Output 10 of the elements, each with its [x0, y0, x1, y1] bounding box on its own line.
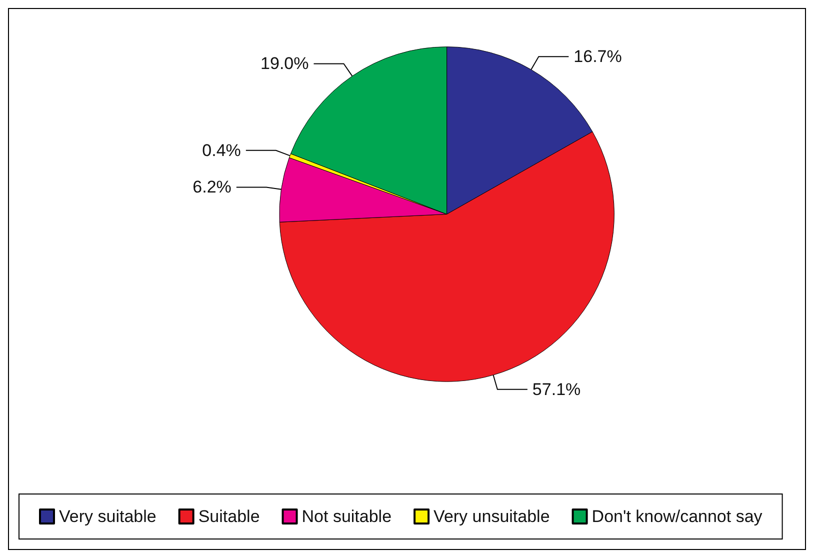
data-label: 19.0% [260, 54, 309, 74]
data-label: 57.1% [532, 380, 581, 399]
legend-label: Not suitable [302, 507, 392, 526]
data-label: 0.4% [202, 140, 241, 160]
legend-label: Don't know/cannot say [592, 507, 763, 526]
data-label: 16.7% [574, 47, 622, 66]
legend-label: Very suitable [59, 507, 156, 526]
data-label: 6.2% [192, 178, 232, 197]
legend-label: Very unsuitable [434, 507, 550, 526]
legend-label: Suitable [198, 507, 260, 526]
